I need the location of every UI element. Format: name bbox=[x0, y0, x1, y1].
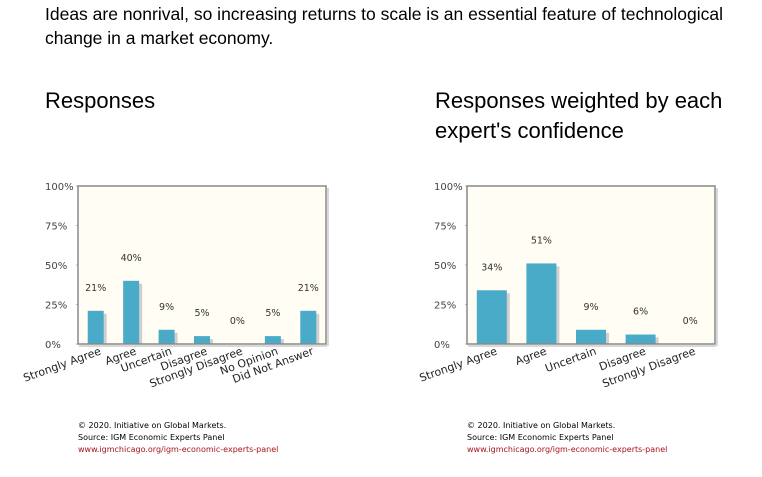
y-tick-label: 75% bbox=[434, 222, 456, 233]
bar bbox=[476, 290, 507, 344]
bar-value-label: 9% bbox=[583, 302, 598, 313]
source-text: Source: IGM Economic Experts Panel bbox=[467, 433, 614, 442]
plot-frame bbox=[77, 185, 327, 345]
survey-question: Ideas are nonrival, so increasing return… bbox=[45, 4, 724, 48]
bar-value-label: 40% bbox=[121, 253, 142, 264]
responses-bar-chart: 0%25%50%75%100%21%Strongly Agree40%Agree… bbox=[22, 182, 329, 390]
bar-value-label: 9% bbox=[159, 302, 174, 313]
bar bbox=[123, 280, 140, 344]
chart-credits: © 2020. Initiative on Global Markets. So… bbox=[467, 420, 667, 456]
y-tick-label: 100% bbox=[45, 182, 74, 193]
y-tick-label: 50% bbox=[45, 261, 67, 272]
y-tick-label: 0% bbox=[434, 340, 450, 351]
bar bbox=[300, 310, 317, 344]
bar bbox=[526, 263, 557, 344]
bar bbox=[576, 329, 606, 344]
bar-value-label: 0% bbox=[230, 316, 245, 327]
x-category-label: Strongly Agree bbox=[22, 345, 103, 385]
copyright-text: © 2020. Initiative on Global Markets. bbox=[78, 421, 227, 430]
chart-title: Responses weighted by each expert's conf… bbox=[435, 88, 723, 143]
source-link[interactable]: www.igmchicago.org/igm-economic-experts-… bbox=[78, 445, 279, 454]
y-tick-label: 25% bbox=[434, 301, 456, 312]
bar bbox=[194, 336, 210, 344]
bar-value-label: 21% bbox=[298, 283, 319, 294]
chart-credits: © 2020. Initiative on Global Markets. So… bbox=[78, 420, 278, 456]
bar-value-label: 21% bbox=[85, 283, 106, 294]
bar bbox=[87, 310, 104, 344]
x-category-label: Strongly Agree bbox=[418, 345, 499, 385]
y-tick-label: 75% bbox=[45, 222, 67, 233]
plot-frame bbox=[466, 185, 716, 345]
bar-value-label: 5% bbox=[265, 308, 280, 319]
bar-value-label: 5% bbox=[194, 308, 209, 319]
copyright-text: © 2020. Initiative on Global Markets. bbox=[467, 421, 616, 430]
bar-value-label: 51% bbox=[531, 235, 552, 246]
x-category-label: Uncertain bbox=[543, 345, 598, 376]
bar bbox=[625, 334, 656, 344]
bar bbox=[264, 336, 281, 344]
weighted-responses-bar-chart: 0%25%50%75%100%34%Strongly Agree51%Agree… bbox=[418, 182, 718, 390]
bar-value-label: 0% bbox=[683, 316, 698, 327]
plot-area bbox=[78, 186, 326, 344]
bar-value-label: 34% bbox=[481, 262, 502, 273]
bar-value-label: 6% bbox=[633, 307, 648, 318]
y-tick-label: 25% bbox=[45, 301, 67, 312]
bar bbox=[158, 329, 175, 344]
chart-title: Responses bbox=[45, 88, 156, 113]
y-tick-label: 50% bbox=[434, 261, 456, 272]
y-tick-label: 100% bbox=[434, 182, 463, 193]
source-link[interactable]: www.igmchicago.org/igm-economic-experts-… bbox=[467, 445, 668, 454]
source-text: Source: IGM Economic Experts Panel bbox=[78, 433, 225, 442]
y-tick-label: 0% bbox=[45, 340, 61, 351]
